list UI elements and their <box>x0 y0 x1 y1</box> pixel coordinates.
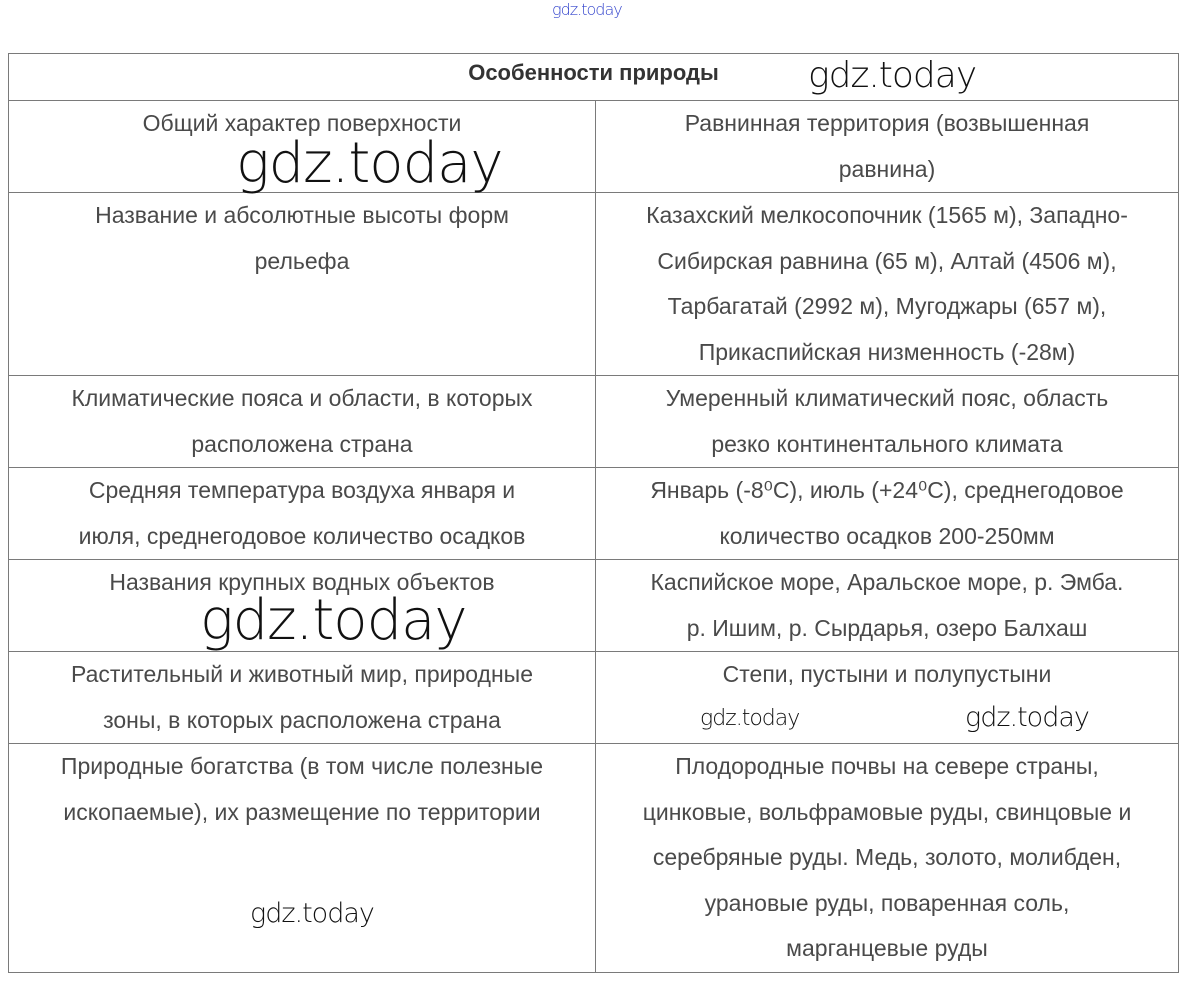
cell-text-line: р. Ишим, р. Сырдарья, озеро Балхаш <box>686 614 1088 641</box>
watermark: gdz.today <box>808 55 977 96</box>
table-row: Растительный и животный мир, природные зо… <box>8 651 1179 744</box>
table-row: Общий характер поверхности Равнинная терр… <box>8 100 1179 193</box>
cell-text-line: зоны, в которых расположена страна <box>103 706 501 733</box>
cell-text-line: Умеренный климатический пояс, область <box>665 385 1109 411</box>
cell-text-line: Природные богатства (в том числе полезны… <box>60 753 544 779</box>
feature-value-cell: Казахский мелкосопочник (1565 м), Западн… <box>595 192 1179 376</box>
cell-text-line: июля, среднегодовое количество осадков <box>78 522 526 549</box>
cell-text-line: Название и абсолютные высоты форм <box>95 202 509 228</box>
cell-text-line: количество осадков 200-250мм <box>719 522 1055 549</box>
feature-value-cell: Январь (-8⁰С), июль (+24⁰С), среднегодов… <box>595 467 1179 560</box>
feature-name-cell: Общий характер поверхности <box>8 100 596 193</box>
watermark: gdz.today <box>236 131 504 196</box>
nature-features-table: Особенности природы Общий характер повер… <box>8 53 1179 973</box>
cell-text-line: равнина) <box>838 155 936 182</box>
feature-value-cell: Равнинная территория (возвышенная равнина… <box>595 100 1179 193</box>
cell-text-line: Сибирская равнина (65 м), Алтай (4506 м)… <box>657 247 1117 274</box>
feature-value-cell: Плодородные почвы на севере страны, цинко… <box>595 743 1179 973</box>
feature-name-cell: Растительный и животный мир, природные зо… <box>8 651 596 744</box>
feature-name-cell: Климатические пояса и области, в которых… <box>8 375 596 468</box>
feature-value-cell: Степи, пустыни и полупустыни <box>595 651 1179 744</box>
cell-text-line: Степи, пустыни и полупустыни <box>722 661 1052 687</box>
cell-text-line: Растительный и животный мир, природные <box>71 661 533 687</box>
cell-text-line: марганцевые руды <box>786 935 988 961</box>
cell-text-line: Тарбагатай (2992 м), Мугоджары (657 м), <box>667 293 1107 319</box>
cell-text-line: Каспийское море, Аральское море, р. Эмба… <box>650 569 1124 595</box>
cell-text-line: Климатические пояса и области, в которых <box>71 385 533 411</box>
watermark: gdz.today <box>965 702 1090 733</box>
watermark: gdz.today <box>200 588 468 653</box>
watermark: gdz.today <box>700 706 800 731</box>
feature-name-cell: Средняя температура воздуха января и июля… <box>8 467 596 560</box>
table-row: Средняя температура воздуха января и июля… <box>8 467 1179 560</box>
feature-name-cell: Названия крупных водных объектов <box>8 559 596 652</box>
cell-text-line: Средняя температура воздуха января и <box>88 477 516 503</box>
watermark: gdz.today <box>552 0 623 19</box>
feature-value-cell: Каспийское море, Аральское море, р. Эмба… <box>595 559 1179 652</box>
cell-text-line: Казахский мелкосопочник (1565 м), Западн… <box>646 202 1128 228</box>
cell-text-line: Январь (-8⁰С), июль (+24⁰С), среднегодов… <box>650 477 1124 503</box>
cell-text-line: Прикаспийская низменность (-28м) <box>698 338 1076 365</box>
table-row: Природные богатства (в том числе полезны… <box>8 743 1179 973</box>
cell-text-line: урановые руды, поваренная соль, <box>704 889 1070 916</box>
cell-text-line: серебряные руды. Медь, золото, молибден, <box>652 844 1122 870</box>
cell-text-line: Названия крупных водных объектов <box>109 569 495 595</box>
feature-name-cell: Природные богатства (в том числе полезны… <box>8 743 596 973</box>
feature-name-cell: Название и абсолютные высоты форм рельефа <box>8 192 596 376</box>
feature-value-cell: Умеренный климатический пояс, область рез… <box>595 375 1179 468</box>
table-row: Климатические пояса и области, в которых… <box>8 375 1179 468</box>
cell-text-line: резко континентального климата <box>711 430 1063 457</box>
cell-text-line: цинковые, вольфрамовые руды, свинцовые и <box>642 798 1132 825</box>
cell-text-line: рельефа <box>254 247 350 274</box>
cell-text-line: Общий характер поверхности <box>142 110 462 136</box>
cell-text-line: расположена страна <box>191 430 413 457</box>
watermark: gdz.today <box>250 898 375 929</box>
table-row: Название и абсолютные высоты форм рельефа… <box>8 192 1179 376</box>
cell-text-line: ископаемые), их размещение по территории <box>63 798 541 825</box>
cell-text-line: Равнинная территория (возвышенная <box>684 110 1090 136</box>
table-title: Особенности природы <box>8 53 1179 101</box>
cell-text-line: Плодородные почвы на севере страны, <box>675 753 1099 779</box>
table-row: Названия крупных водных объектов Каспийск… <box>8 559 1179 652</box>
